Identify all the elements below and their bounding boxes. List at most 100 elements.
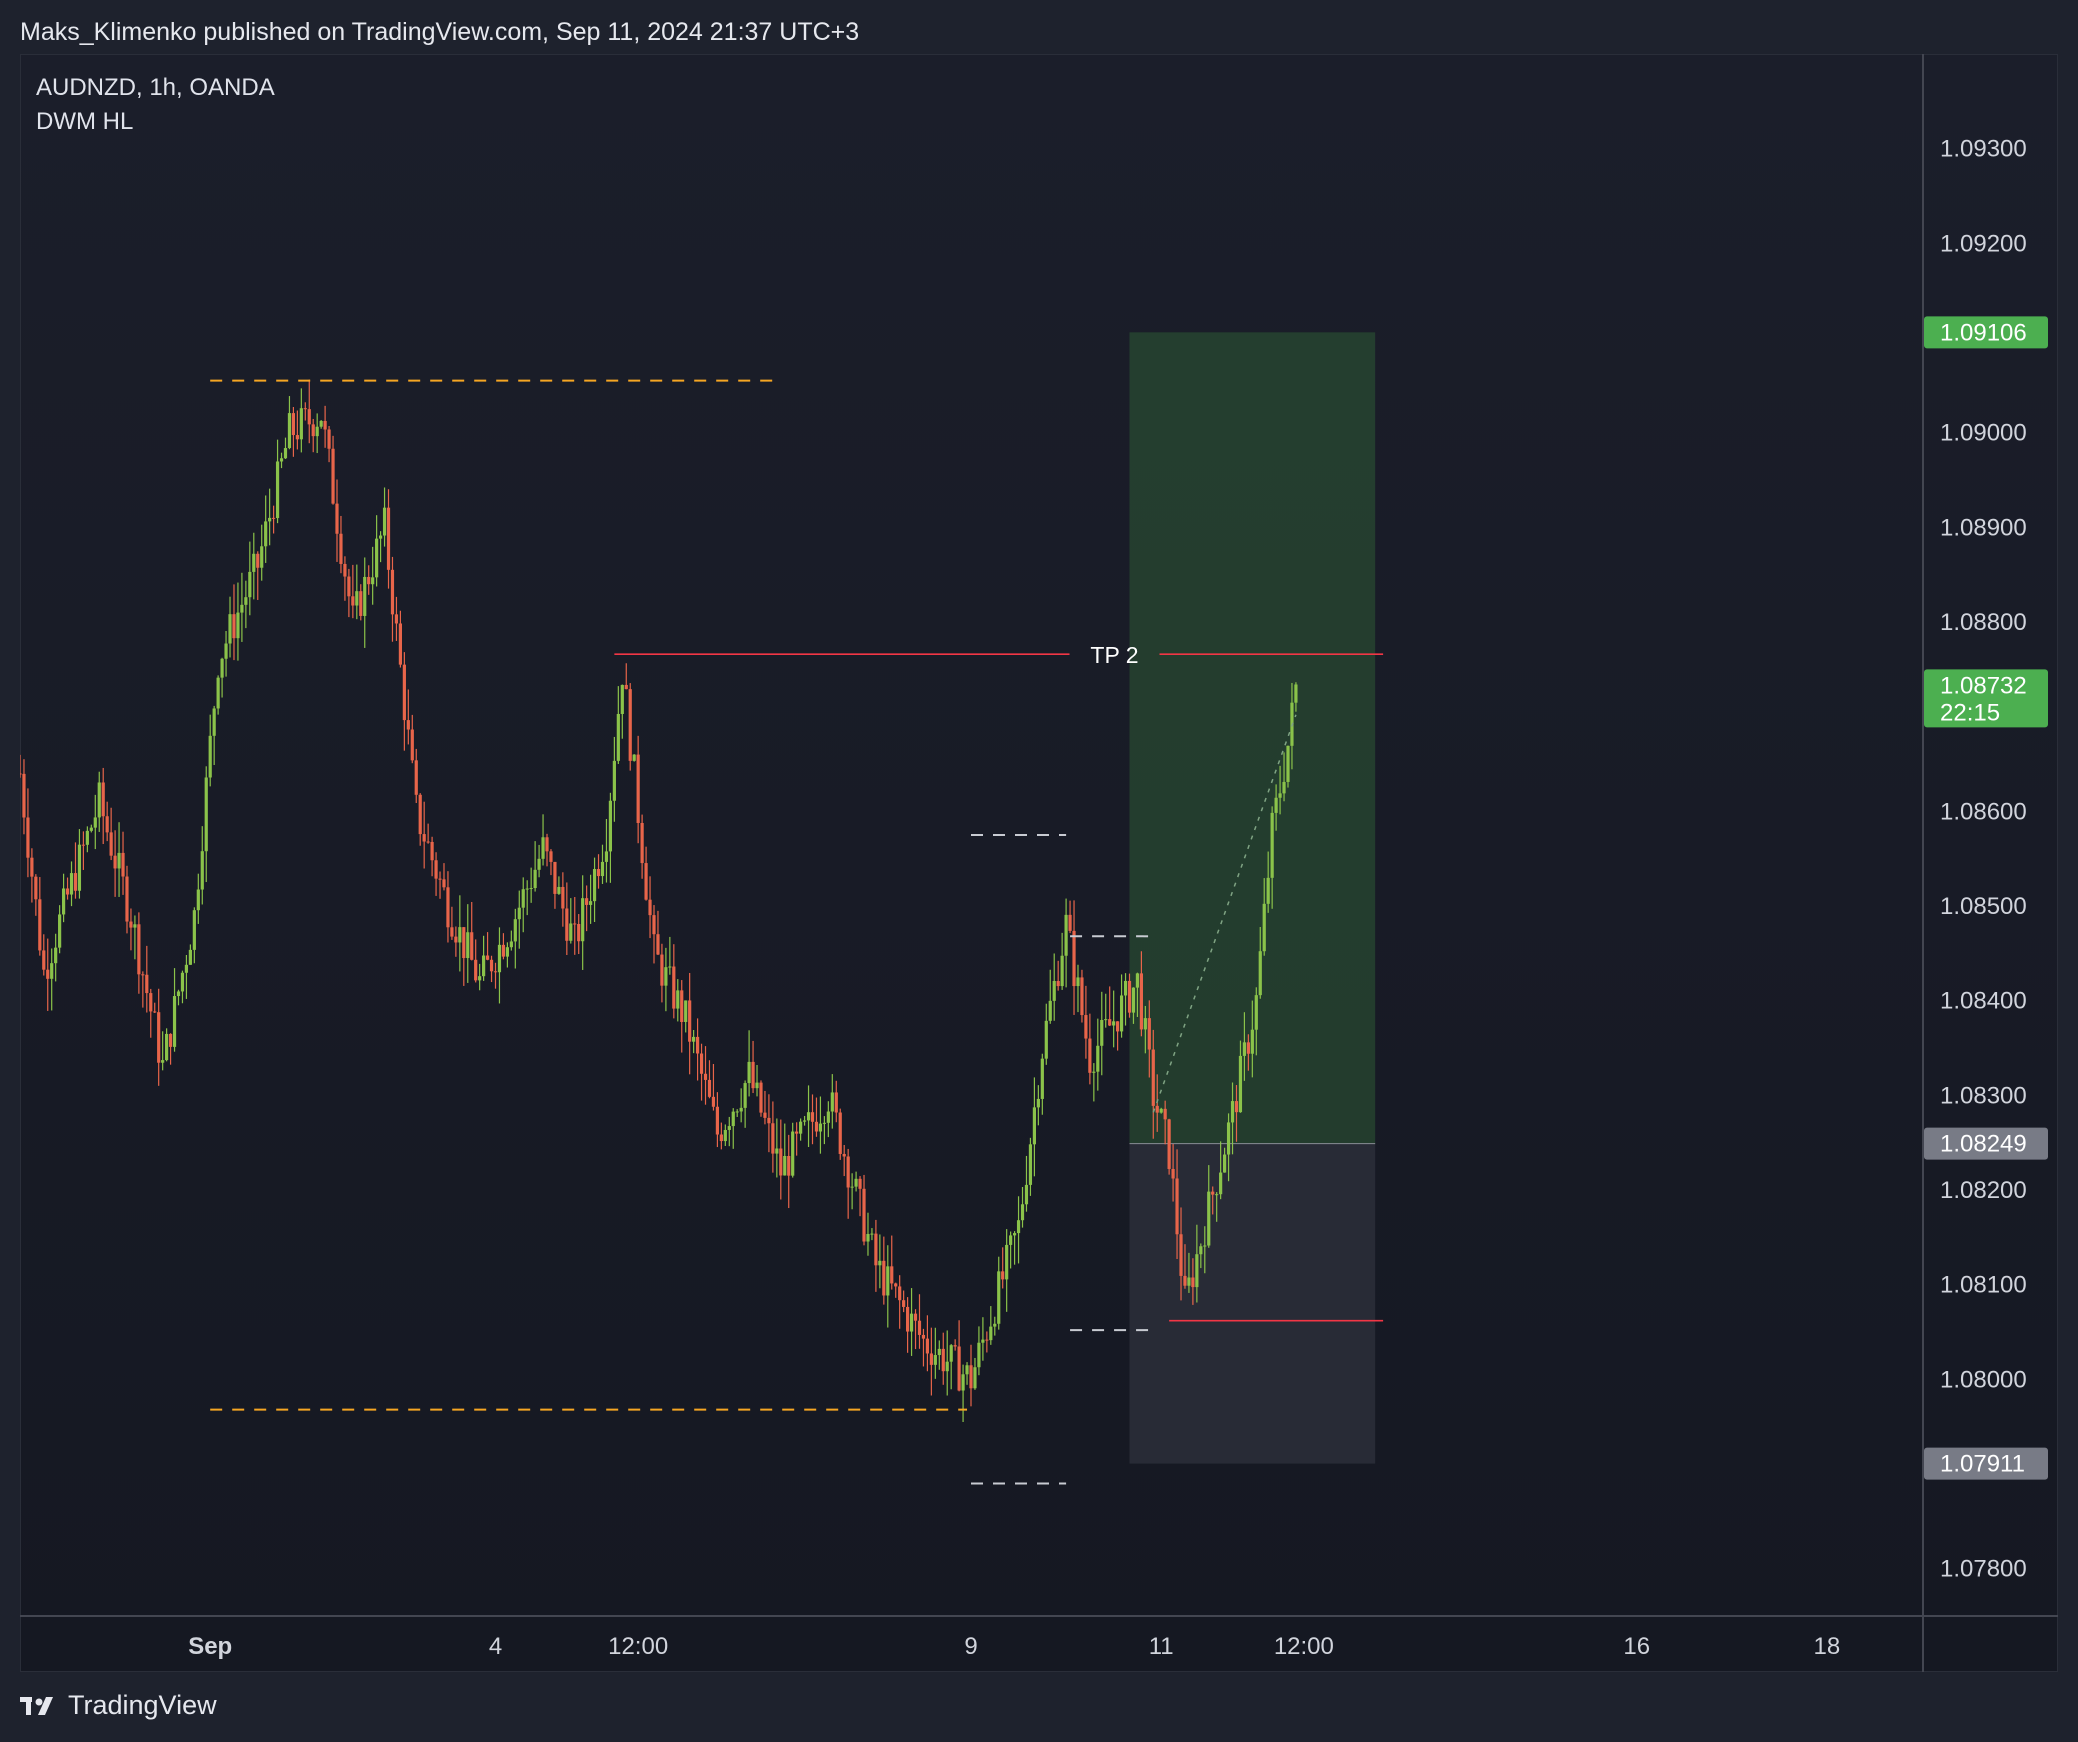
candle-body: [818, 1123, 823, 1132]
candle-body: [1286, 745, 1290, 782]
candle-body: [343, 563, 347, 577]
candle-body: [957, 1346, 961, 1391]
candle-body: [1147, 1018, 1151, 1050]
candle-body: [743, 1083, 747, 1108]
candle-body: [1135, 973, 1140, 988]
candle-body: [1068, 914, 1072, 931]
candle-body: [890, 1266, 894, 1284]
candle-body: [509, 941, 513, 948]
candle-body: [54, 947, 58, 964]
candle-body: [264, 521, 268, 547]
candle-body: [161, 1060, 165, 1063]
candle-body: [1028, 1144, 1033, 1185]
candle-body: [1056, 980, 1060, 987]
candle-body: [945, 1361, 949, 1372]
candle-body: [529, 888, 533, 890]
candle-body: [1032, 1107, 1036, 1145]
candle-body: [224, 643, 228, 659]
candle-body: [600, 861, 605, 877]
candle-body: [886, 1266, 890, 1296]
price-tag-entry[interactable]: [1924, 1127, 2048, 1160]
candle-body: [1024, 1184, 1029, 1205]
price-tag-target[interactable]: [1924, 316, 2048, 349]
candle-body: [1036, 1098, 1040, 1108]
candle-body: [42, 950, 46, 970]
candle-body: [739, 1107, 743, 1112]
candle-body: [1211, 1191, 1215, 1195]
price-tick-label: 1.08600: [1940, 798, 2027, 825]
candle-body: [933, 1355, 937, 1365]
candle-body: [272, 517, 276, 519]
price-tag-value: 1.08249: [1940, 1131, 2027, 1158]
candle-body: [478, 976, 482, 981]
chart-frame[interactable]: [20, 54, 2058, 1672]
indicator-legend[interactable]: DWM HL: [36, 108, 134, 135]
candle-body: [46, 969, 50, 979]
candle-body: [921, 1334, 926, 1339]
candle-body: [474, 959, 478, 981]
candle-body: [1175, 1178, 1179, 1235]
candle-body: [157, 1012, 161, 1063]
candle-body: [1183, 1275, 1187, 1286]
candle-body: [133, 924, 137, 928]
candle-body: [414, 760, 418, 795]
candle-body: [624, 684, 628, 690]
loss-zone[interactable]: [1129, 1143, 1376, 1464]
candle-body: [85, 830, 89, 845]
candle-body: [228, 614, 232, 644]
candle-body: [735, 1111, 739, 1113]
candle-body: [256, 553, 260, 568]
price-tag-stop[interactable]: [1924, 1447, 2048, 1480]
candle-body: [727, 1126, 731, 1130]
time-tick-label: 4: [489, 1633, 502, 1660]
price-tick-label: 1.08300: [1940, 1082, 2027, 1109]
candle-body: [279, 458, 284, 462]
candle-body: [268, 517, 272, 522]
candle-body: [458, 927, 462, 943]
candle-body: [834, 1092, 838, 1113]
candle-body: [1171, 1168, 1175, 1179]
candle-body: [1005, 1244, 1009, 1280]
candle-body: [1151, 1049, 1155, 1106]
candle-body: [1020, 1204, 1025, 1221]
candle-body: [378, 535, 383, 539]
candle-body: [668, 966, 672, 968]
candle-body: [236, 612, 240, 639]
candle-body: [1052, 980, 1056, 1001]
candle-body: [878, 1260, 882, 1266]
candle-body: [846, 1156, 850, 1188]
candle-body: [850, 1186, 854, 1188]
candle-body: [176, 991, 181, 997]
bar-countdown: 22:15: [1940, 699, 2000, 726]
candle-body: [711, 1096, 716, 1107]
candle-body: [184, 964, 189, 973]
candle-body: [482, 955, 486, 977]
candle-body: [220, 658, 224, 678]
price-tag-value: 1.09106: [1940, 319, 2027, 346]
candle-body: [22, 773, 26, 818]
candle-body: [771, 1123, 775, 1154]
candle-body: [1080, 977, 1084, 1016]
candle-body: [315, 426, 319, 437]
candle-body: [838, 1112, 842, 1154]
candle-body: [541, 837, 545, 859]
time-tick-label: 9: [964, 1633, 977, 1660]
candle-body: [470, 932, 474, 960]
candle-body: [854, 1178, 858, 1187]
candle-body: [105, 816, 109, 833]
candle-body: [188, 949, 192, 965]
price-tag-last[interactable]: [1924, 669, 2048, 728]
candle-body: [283, 448, 288, 459]
candle-body: [442, 879, 446, 888]
candle-body: [26, 817, 30, 858]
candle-body: [842, 1153, 846, 1157]
candle-body: [917, 1320, 922, 1335]
candle-body: [1219, 1172, 1223, 1195]
footer-logo[interactable]: TradingView: [20, 1690, 217, 1721]
time-tick-label: Sep: [188, 1633, 232, 1660]
candle-body: [1226, 1122, 1231, 1155]
candle-body: [585, 898, 589, 905]
symbol-legend[interactable]: AUDNZD, 1h, OANDA: [36, 74, 275, 101]
candle-body: [252, 553, 256, 572]
